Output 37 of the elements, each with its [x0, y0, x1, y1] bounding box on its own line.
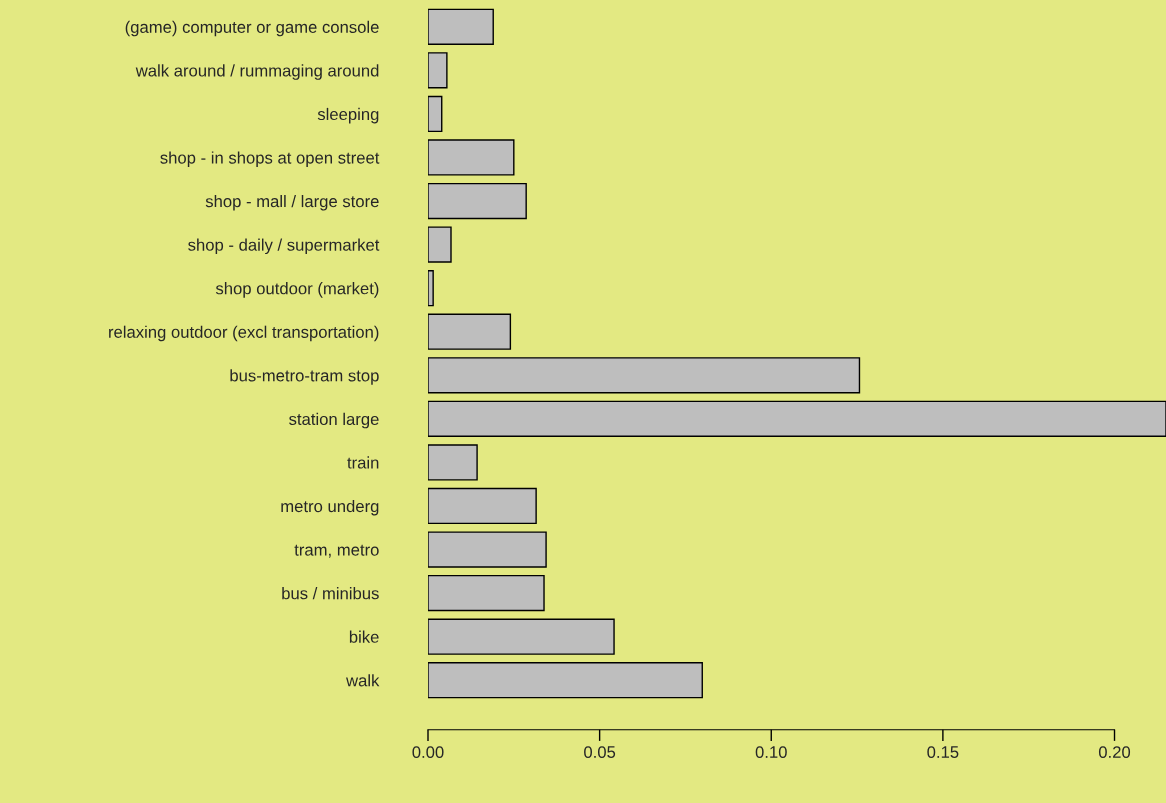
x-tick-label: 0.20: [1098, 746, 1131, 758]
bar: [428, 531, 547, 568]
bar: [428, 574, 545, 612]
x-tick-label: 0.15: [927, 746, 959, 758]
bar: [428, 270, 434, 307]
y-tick-label: train: [347, 456, 379, 469]
y-tick-label: bus / minibus: [282, 587, 379, 600]
y-tick-label: walk around / rummaging around: [135, 64, 379, 80]
bar: [428, 487, 537, 525]
bar: [428, 8, 494, 45]
bar: [428, 618, 615, 655]
y-tick-label: (game) computer or game console: [125, 20, 379, 37]
bar: [428, 357, 861, 394]
bar: [428, 52, 448, 89]
x-tick-label: 0.05: [584, 746, 616, 758]
y-tick-label: shop - mall / large store: [205, 194, 379, 211]
bar: [428, 313, 512, 350]
y-tick-label: walk: [346, 674, 380, 687]
y-tick-label: relaxing outdoor (excl transportation): [109, 325, 379, 342]
bar: [428, 444, 478, 481]
y-tick-label: bike: [349, 630, 379, 643]
y-tick-label: metro underg: [281, 499, 379, 516]
y-tick-label: sleeping: [317, 107, 379, 124]
bar: [428, 182, 527, 220]
bar: [428, 139, 515, 176]
bar: [428, 95, 443, 133]
y-tick-label: tram, metro: [294, 544, 379, 558]
y-tick-label: shop - in shops at open street: [160, 151, 380, 167]
y-tick-label: shop outdoor (market): [215, 282, 379, 298]
bar: [428, 226, 452, 263]
y-tick-label: shop - daily / supermarket: [188, 238, 380, 255]
y-tick-label: station large: [289, 412, 379, 429]
bar: [428, 400, 1166, 437]
x-tick-label: 0.00: [412, 746, 444, 758]
bar: [428, 662, 703, 699]
x-tick-label: 0.10: [755, 746, 787, 758]
y-tick-label: bus-metro-tram stop: [230, 369, 379, 385]
